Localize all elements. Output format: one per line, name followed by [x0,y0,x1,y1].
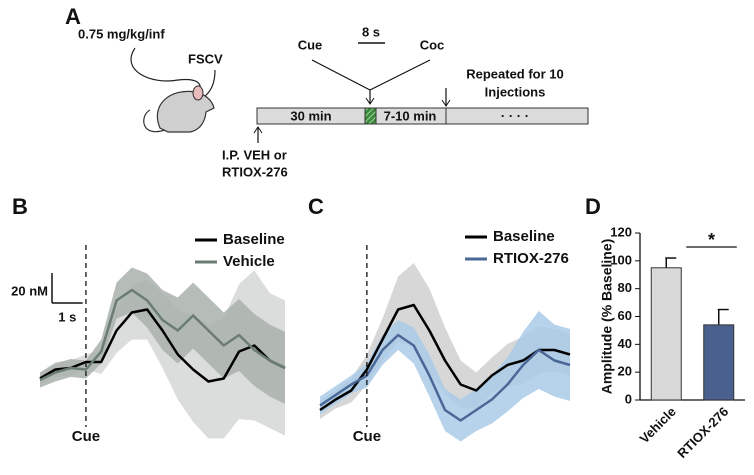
dose-label: 0.75 mg/kg/inf [78,26,165,41]
y-tick-label: 0 [625,391,632,406]
x-tick-label: Vehicle [637,404,679,446]
panel-label: C [308,194,324,219]
v-lines [311,59,431,91]
coc-label: Coc [420,37,445,52]
bar [650,267,682,401]
legend-label: RTIOX-276 [493,250,569,267]
error-band [40,270,285,439]
dots: · · · · [501,108,529,123]
arrow-head [365,97,375,105]
trace [39,308,286,383]
y-tick-label: 100 [610,252,632,267]
timeline [256,107,589,125]
interval-label: 8 s [362,24,380,39]
segment-label: 30 min [290,108,331,123]
arrow-head [253,126,263,134]
y-tick-label: 120 [610,224,632,239]
repeat-label: Repeated for 10 [466,66,564,81]
y-tick-label: 60 [618,308,632,323]
trace [39,288,286,382]
bar [703,324,735,401]
y-axis-label: Amplitude (% Baseline) [599,239,615,395]
panel-label: B [12,194,28,219]
trace [319,303,571,412]
error-band [320,311,570,442]
y-tick-label: 40 [618,336,632,351]
cue-window [364,107,377,125]
ip-label: I.P. VEH or [222,147,287,162]
rat-body [156,90,215,133]
wire [130,47,201,96]
rat-ear [192,85,204,101]
y-tick-label: 80 [618,280,632,295]
significance-label: * [708,230,715,250]
legend-label: Baseline [223,231,285,248]
wire [203,69,216,98]
cue-label: Cue [353,428,381,445]
panel-label: D [585,194,601,219]
x-tick-label: RTIOX-276 [674,404,731,461]
arrow-head [441,99,451,107]
probe-label: FSCV [188,51,223,66]
cue-label: Cue [298,37,323,52]
ip-label: RTIOX-276 [222,164,288,179]
panel-label: A [65,4,81,29]
trace [319,333,571,422]
scalebar-x-label: 1 s [58,309,76,324]
legend-label: Baseline [493,228,555,245]
scalebar-y-label: 20 nM [11,283,48,298]
repeat-label: Injections [485,84,546,99]
y-tick-label: 20 [618,364,632,379]
panel-a: A 0.75 mg/kg/inf FSCV 8 s Cue Coc 30 min… [65,4,589,179]
segment-label: 7-10 min [384,108,437,123]
legend-label: Vehicle [223,253,275,270]
rat-tail [143,109,166,133]
error-band [40,267,285,404]
cue-label: Cue [72,428,100,445]
